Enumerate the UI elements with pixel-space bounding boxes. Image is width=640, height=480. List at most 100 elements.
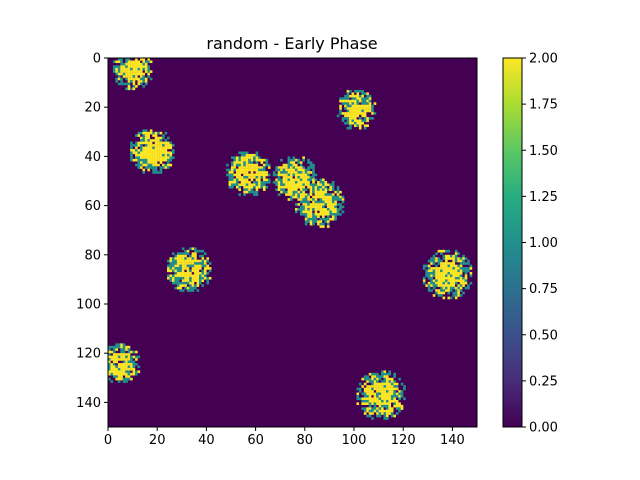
heatmap-cell	[358, 124, 362, 128]
heatmap-cell	[112, 370, 116, 374]
heatmap-cell	[363, 395, 367, 398]
heatmap-cell	[130, 151, 133, 155]
heatmap-cell	[331, 203, 335, 206]
heatmap-cell	[388, 399, 392, 403]
heatmap-cell	[110, 345, 114, 349]
heatmap-cell	[137, 77, 141, 81]
heatmap-cell	[228, 178, 232, 182]
heatmap-cell	[324, 185, 328, 189]
heatmap-cell	[115, 65, 118, 68]
heatmap-cell	[437, 276, 441, 280]
heatmap-cell	[196, 284, 200, 287]
heatmap-cell	[154, 146, 158, 150]
heatmap-cell	[393, 404, 396, 408]
heatmap-cell	[122, 65, 126, 68]
heatmap-cell	[294, 210, 298, 214]
heatmap-cell	[167, 264, 170, 268]
heatmap-cell	[430, 269, 433, 273]
colorbar: 0.000.250.500.751.001.251.501.752.00	[502, 52, 558, 436]
heatmap-cell	[336, 185, 340, 189]
heatmap-cell	[149, 163, 153, 167]
heatmap-cell	[435, 289, 438, 292]
heatmap-cell	[376, 397, 379, 401]
heatmap-cell	[117, 370, 121, 374]
heatmap-cell	[447, 286, 451, 290]
y-tick-label: 20	[84, 101, 101, 116]
heatmap-cell	[459, 289, 463, 292]
heatmap-cell	[344, 97, 347, 100]
heatmap-cell	[135, 158, 138, 162]
heatmap-cell	[285, 176, 288, 179]
heatmap-cell	[260, 171, 264, 174]
heatmap-cell	[157, 149, 160, 152]
heatmap-cell	[341, 117, 345, 120]
heatmap-cell	[452, 291, 456, 295]
heatmap-cell	[130, 367, 133, 371]
heatmap-cell	[130, 62, 133, 66]
heatmap-cell	[302, 171, 305, 174]
heatmap-cell	[135, 58, 138, 61]
heatmap-cell	[430, 267, 433, 270]
heatmap-cell	[253, 183, 256, 187]
heatmap-cell	[112, 70, 116, 73]
heatmap-cell	[179, 281, 182, 285]
heatmap-cell	[228, 183, 232, 187]
heatmap-cell	[447, 272, 451, 275]
heatmap-cell	[376, 414, 379, 418]
heatmap-cell	[326, 222, 330, 226]
heatmap-cell	[373, 404, 377, 408]
heatmap-cell	[442, 249, 446, 253]
heatmap-cell	[398, 390, 401, 393]
heatmap-cell	[147, 163, 150, 167]
heatmap-cell	[403, 385, 406, 388]
heatmap-cell	[442, 267, 446, 270]
heatmap-cell	[147, 70, 150, 73]
heatmap-cell	[373, 407, 377, 410]
heatmap-cell	[383, 387, 387, 391]
heatmap-cell	[142, 146, 146, 150]
heatmap-cell	[181, 281, 185, 285]
heatmap-cell	[110, 350, 114, 354]
heatmap-cell	[181, 267, 185, 270]
heatmap-cell	[132, 67, 136, 71]
heatmap-cell	[440, 281, 443, 285]
heatmap-cell	[203, 259, 207, 263]
heatmap-cell	[437, 272, 441, 275]
heatmap-cell	[250, 156, 254, 160]
heatmap-cell	[167, 136, 170, 140]
heatmap-cell	[302, 208, 305, 211]
heatmap-cell	[176, 276, 180, 280]
heatmap-cell	[132, 370, 136, 374]
heatmap-cell	[464, 281, 468, 285]
heatmap-cell	[280, 190, 283, 194]
heatmap-cell	[297, 171, 301, 174]
heatmap-cell	[435, 272, 438, 275]
heatmap-cell	[299, 183, 303, 187]
chart-title: random - Early Phase	[206, 34, 377, 53]
heatmap-cell	[376, 380, 379, 383]
heatmap-cell	[319, 217, 323, 221]
heatmap-cell	[358, 121, 362, 125]
heatmap-cell	[440, 269, 443, 273]
heatmap-cell	[262, 163, 266, 167]
heatmap-cell	[346, 99, 350, 103]
heatmap-cell	[186, 267, 190, 270]
heatmap-cell	[115, 365, 118, 369]
heatmap-cell	[388, 397, 392, 401]
heatmap-cell	[125, 363, 128, 366]
heatmap-cell	[454, 264, 458, 268]
heatmap-cell	[122, 377, 126, 381]
heatmap-cell	[132, 77, 136, 81]
heatmap-cell	[171, 259, 175, 263]
heatmap-cell	[139, 72, 143, 76]
heatmap-cell	[442, 279, 446, 283]
heatmap-cell	[326, 203, 330, 206]
heatmap-cell	[144, 60, 148, 64]
heatmap-cell	[120, 65, 123, 68]
heatmap-cell	[127, 365, 131, 369]
heatmap-cell	[235, 185, 239, 189]
heatmap-cell	[356, 119, 360, 123]
heatmap-cell	[447, 276, 451, 280]
heatmap-cell	[435, 281, 438, 285]
heatmap-cell	[322, 190, 325, 194]
